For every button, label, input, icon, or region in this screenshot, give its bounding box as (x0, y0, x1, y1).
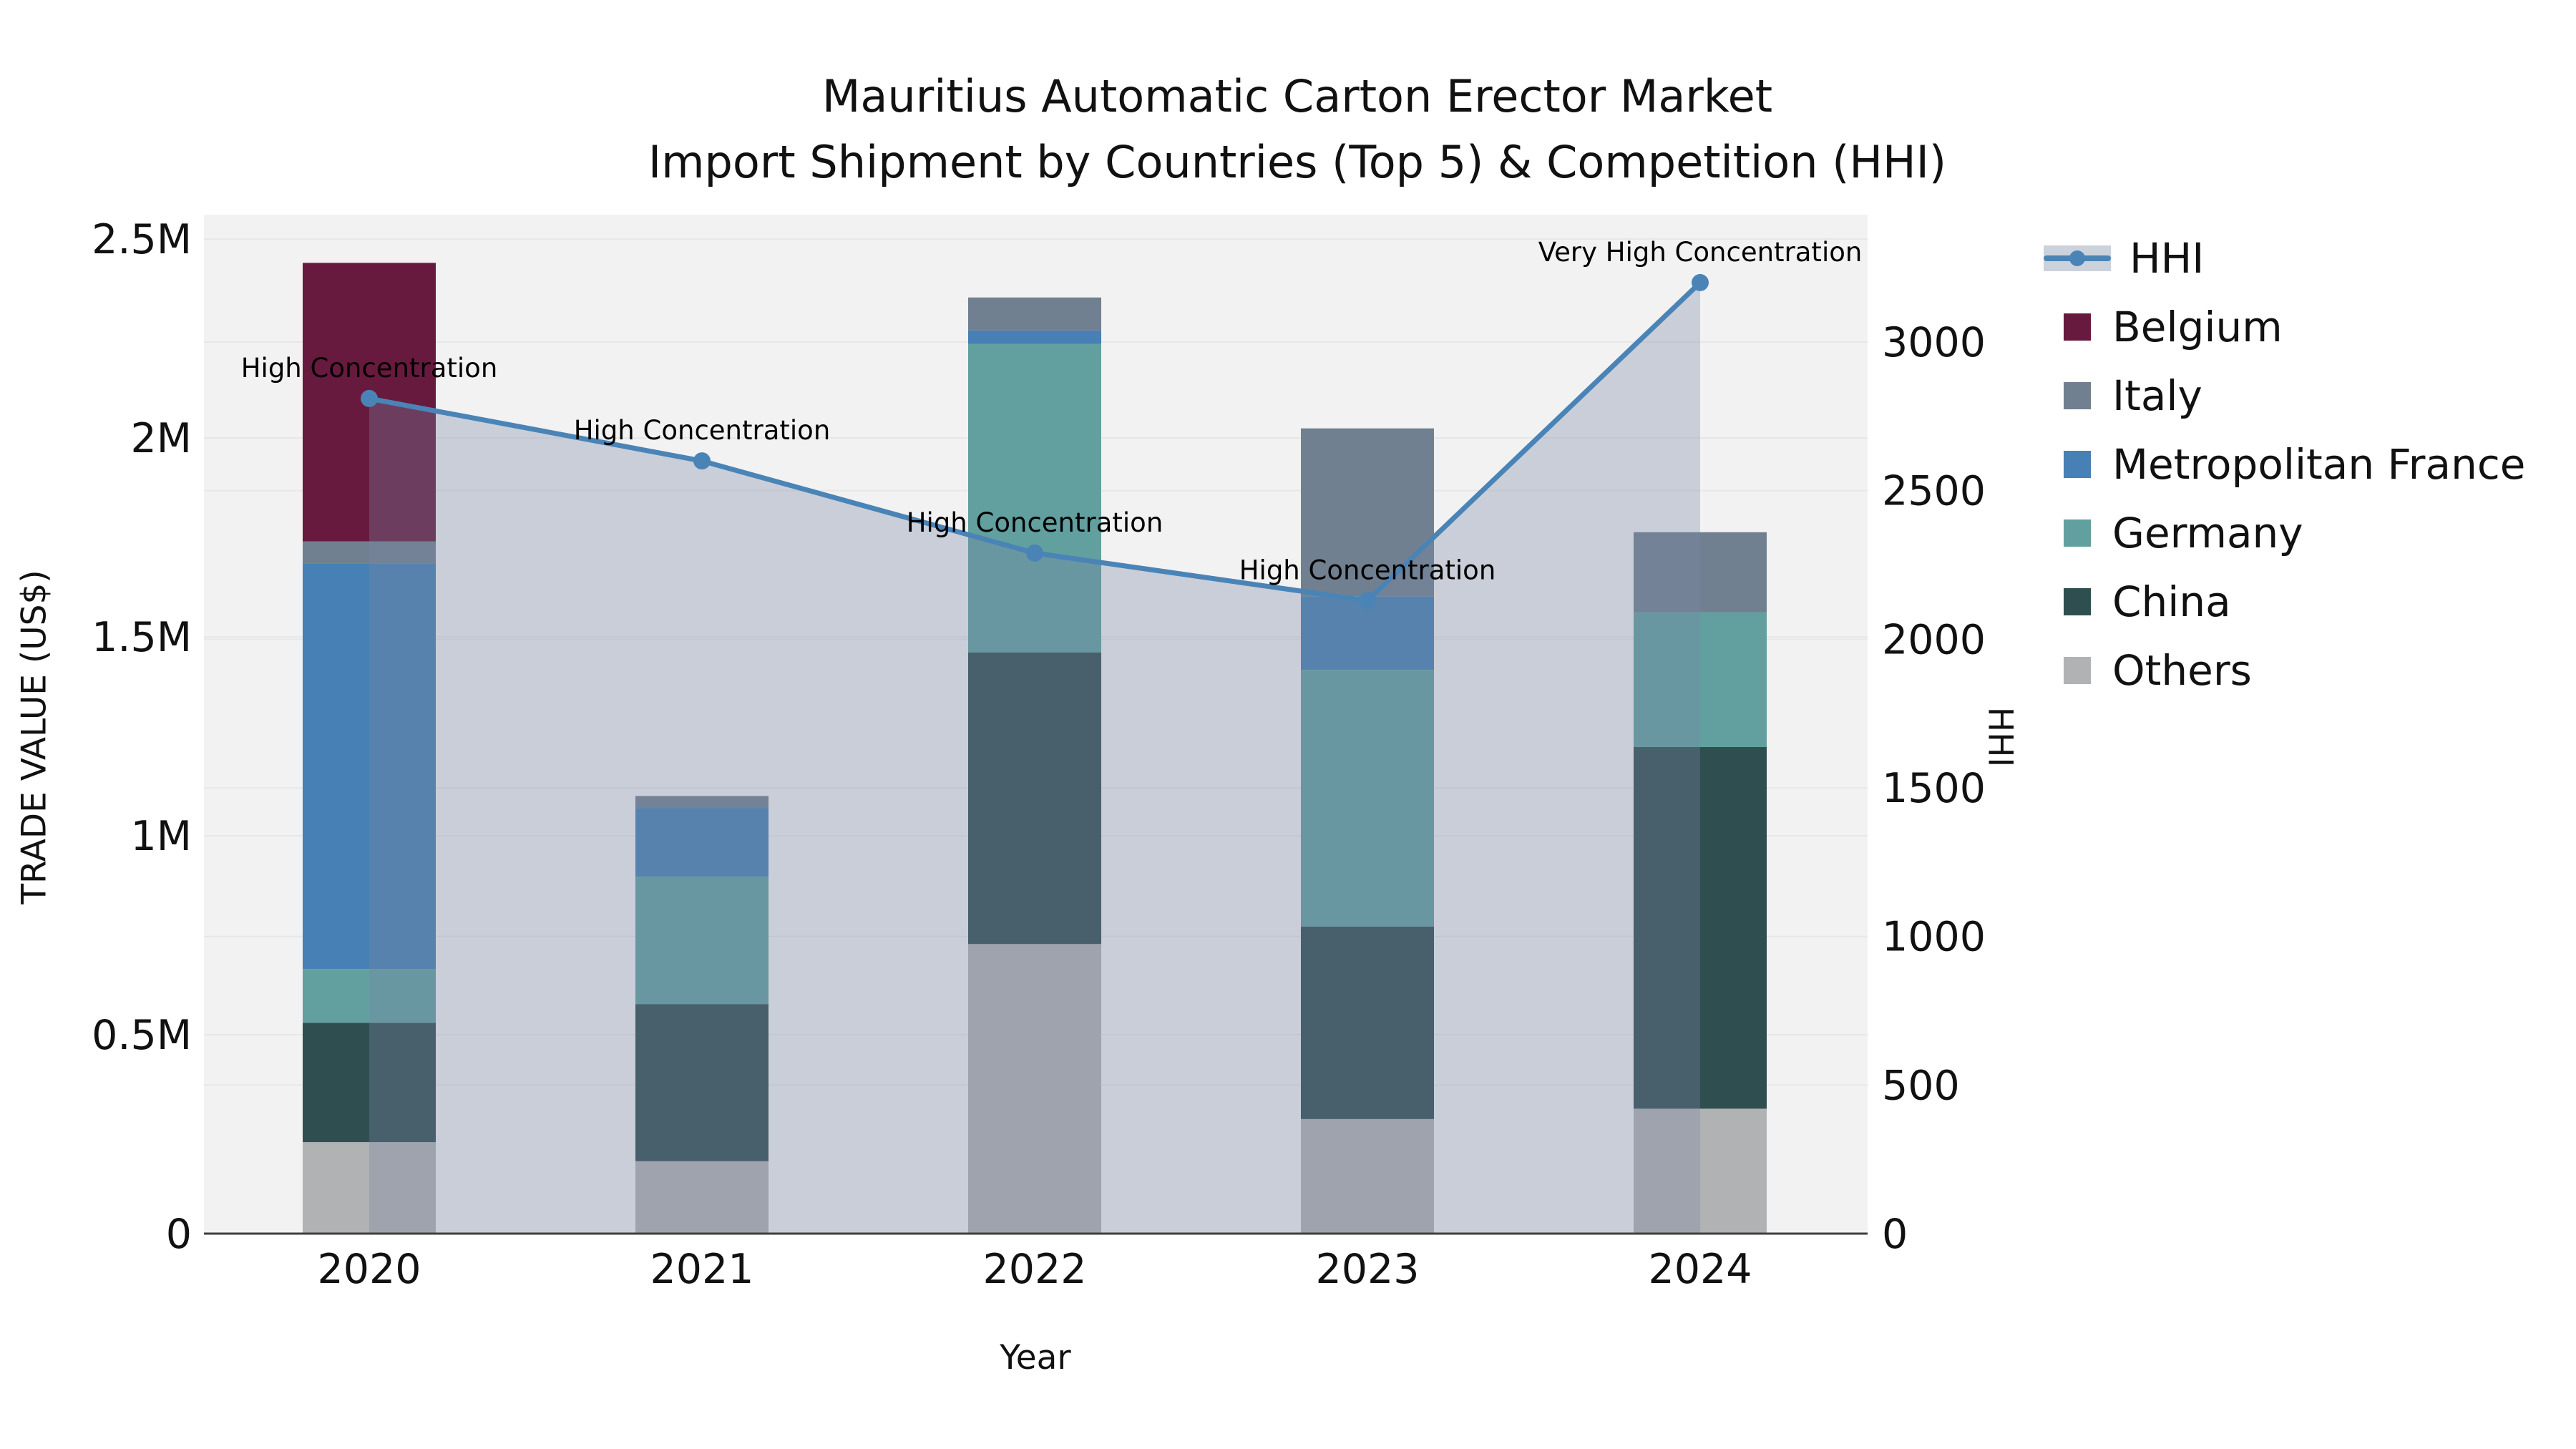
bar-segment-others-2024 (1634, 1108, 1767, 1234)
bar-segment-china-2022 (968, 652, 1101, 945)
right-tick-1000: 1000 (1882, 914, 1986, 961)
bar-segment-metropolitan-france-2020 (303, 563, 436, 970)
x-tick-2022: 2022 (982, 1246, 1086, 1293)
legend-label: Others (2112, 646, 2252, 695)
legend-item-others[interactable]: Others (2044, 636, 2252, 705)
hhi-marker-2021 (693, 452, 711, 470)
right-tick-1500: 1500 (1882, 765, 1986, 812)
bar-segment-others-2021 (635, 1161, 769, 1234)
x-axis-title: Year (1000, 1338, 1071, 1377)
left-tick-0: 0 (166, 1211, 192, 1258)
bar-segment-china-2021 (635, 1004, 769, 1161)
chart-title-line-1: Mauritius Automatic Carton Erector Marke… (821, 70, 1773, 122)
right-tick-3000: 3000 (1882, 319, 1986, 366)
left-tick-2.5M: 2.5M (92, 216, 192, 263)
bar-segment-metropolitan-france-2022 (968, 330, 1101, 344)
x-tick-2023: 2023 (1315, 1246, 1419, 1293)
bar-segment-china-2023 (1301, 926, 1434, 1119)
annotation-2020: High Concentration (241, 353, 498, 384)
x-tick-2024: 2024 (1648, 1246, 1752, 1293)
left-tick-0.5M: 0.5M (92, 1012, 192, 1059)
hhi-line-swatch-icon (2044, 245, 2111, 271)
legend-item-belgium[interactable]: Belgium (2044, 293, 2283, 361)
legend-label: Metropolitan France (2112, 440, 2526, 489)
bar-segment-italy-2024 (1634, 532, 1767, 613)
legend-label: Belgium (2112, 303, 2283, 351)
bar-segment-others-2022 (968, 944, 1101, 1234)
hhi-marker-2023 (1359, 592, 1376, 610)
bar-segment-germany-2021 (635, 877, 769, 1005)
annotation-2021: High Concentration (574, 415, 831, 446)
legend-item-hhi[interactable]: HHI (2044, 224, 2204, 293)
bar-segment-germany-2022 (968, 343, 1101, 653)
bar-segment-germany-2024 (1634, 612, 1767, 748)
chart-title-line-2: Import Shipment by Countries (Top 5) & C… (648, 136, 1947, 188)
bar-segment-germany-2023 (1301, 670, 1434, 927)
bar-segment-italy-2023 (1301, 428, 1434, 597)
legend-label: HHI (2129, 234, 2205, 283)
right-tick-2000: 2000 (1882, 616, 1986, 663)
legend-item-italy[interactable]: Italy (2044, 361, 2202, 430)
legend-item-china[interactable]: China (2044, 567, 2231, 636)
x-tick-2020: 2020 (317, 1246, 421, 1293)
annotation-2022: High Concentration (907, 507, 1163, 538)
legend-item-germany[interactable]: Germany (2044, 499, 2303, 567)
annotation-2023: High Concentration (1239, 555, 1496, 585)
legend-label: Germany (2112, 509, 2303, 557)
legend-swatch-icon (2064, 588, 2091, 615)
legend-swatch-icon (2064, 519, 2091, 547)
hhi-marker-2022 (1026, 544, 1043, 562)
left-tick-2M: 2M (131, 415, 192, 462)
right-tick-0: 0 (1882, 1211, 1908, 1258)
legend-item-metropolitan-france[interactable]: Metropolitan France (2044, 430, 2525, 499)
annotation-2024: Very High Concentration (1538, 237, 1863, 268)
legend-swatch-icon (2064, 382, 2091, 409)
bar-segment-others-2020 (303, 1142, 436, 1234)
left-tick-1.5M: 1.5M (92, 614, 192, 661)
hhi-area-fill (369, 282, 1700, 1234)
hhi-marker-2024 (1692, 273, 1709, 291)
x-tick-2021: 2021 (650, 1246, 753, 1293)
bar-segment-others-2023 (1301, 1118, 1434, 1234)
bar-segment-italy-2021 (635, 796, 769, 809)
bar-segment-metropolitan-france-2021 (635, 808, 769, 877)
bar-segment-germany-2020 (303, 969, 436, 1023)
bar-segment-italy-2020 (303, 541, 436, 564)
left-tick-1M: 1M (131, 813, 192, 860)
bar-segment-china-2024 (1634, 747, 1767, 1109)
bar-segment-italy-2022 (968, 297, 1101, 331)
right-tick-500: 500 (1882, 1062, 1960, 1109)
legend-label: Italy (2112, 371, 2202, 420)
legend-label: China (2112, 577, 2231, 626)
bar-segment-china-2020 (303, 1023, 436, 1143)
legend-swatch-icon (2064, 657, 2091, 684)
legend-swatch-icon (2064, 313, 2091, 341)
legend-swatch-icon (2064, 451, 2091, 478)
hhi-marker-2020 (361, 389, 378, 407)
right-tick-2500: 2500 (1882, 468, 1986, 515)
